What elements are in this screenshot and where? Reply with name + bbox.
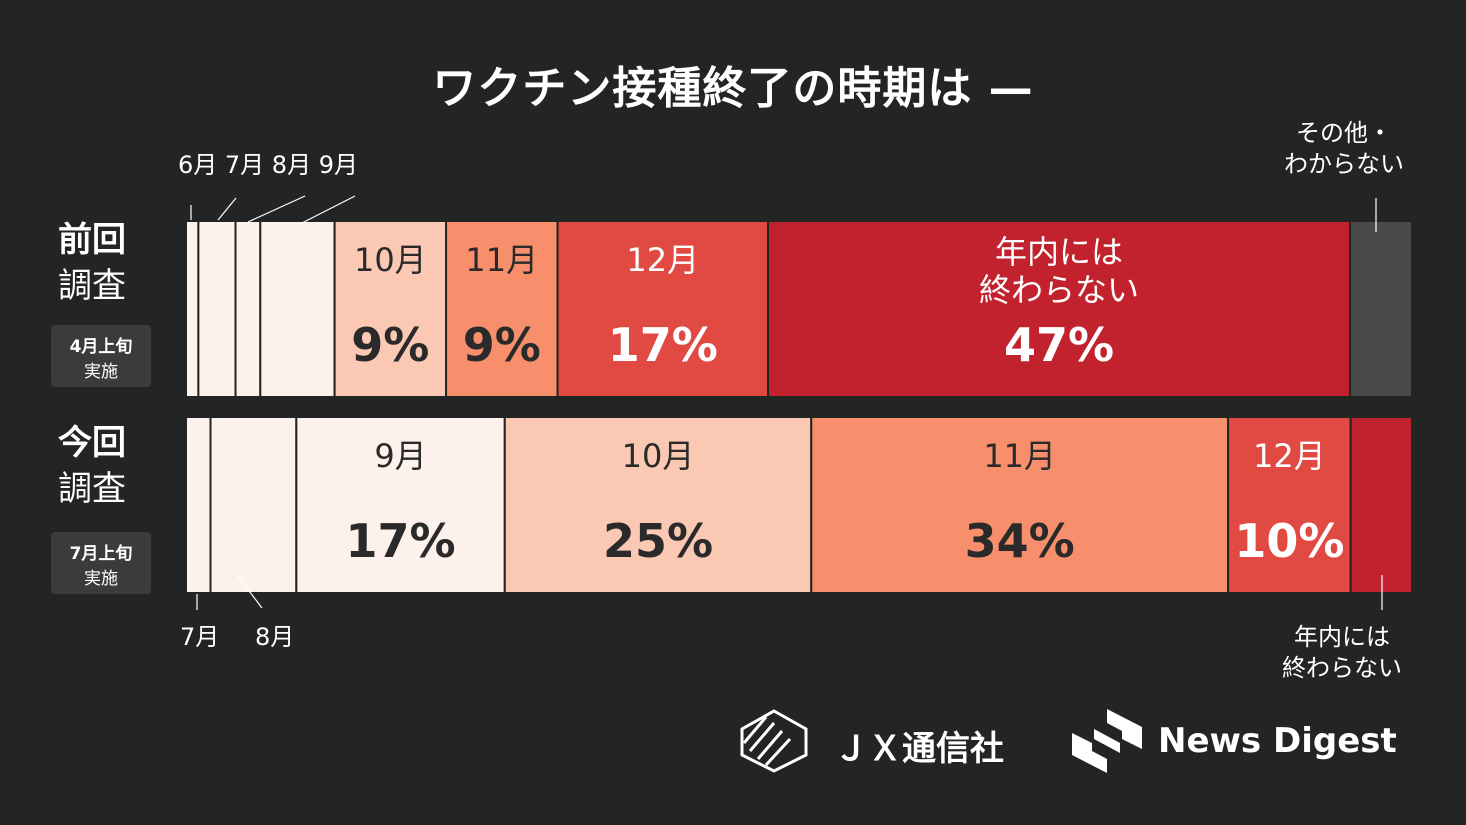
segment-value-0-5: 9%: [463, 318, 541, 372]
leader-prev-august: [247, 195, 306, 223]
bar-segment-0-1: [197, 220, 237, 398]
bar-segment-1-0: [185, 416, 212, 594]
chart-title: ワクチン接種終了の時期は —: [432, 63, 1034, 114]
leader-prev-september: [299, 195, 356, 225]
segment-value-1-2: 17%: [345, 514, 455, 568]
badge-current-date: 7月上旬 実施: [51, 532, 151, 594]
brand-newsdigest-label: News Digest: [1158, 721, 1397, 761]
bar-segment-1-2: [295, 416, 506, 594]
leader-prev-july: [217, 197, 237, 221]
segment-label-1-5: 12月: [1253, 437, 1326, 475]
bar-segment-0-2: [234, 220, 262, 398]
leader-curr-august: [236, 574, 263, 609]
bar-segment-0-5: [445, 220, 559, 398]
badge-current-line1: 7月上旬: [69, 544, 133, 564]
badge-current-line2: 実施: [84, 569, 118, 589]
row-label-previous: 前回 調査: [58, 217, 140, 309]
segment-value-1-3: 25%: [603, 514, 713, 568]
row-label-current-line2: 調査: [58, 469, 126, 509]
annotation-prev-small-months: 6月 7月 8月 9月: [178, 151, 358, 179]
annotation-curr-notyear-line2: 終わらない: [1282, 654, 1402, 682]
bar-segment-0-0: [185, 220, 200, 398]
badge-previous-line2: 実施: [84, 362, 118, 382]
bar-segment-0-6: [556, 220, 770, 398]
brand-jx: ＪＸ通信社: [738, 705, 1028, 785]
brand-newsdigest: News Digest: [1072, 705, 1414, 785]
row-label-previous-line1: 前回: [58, 220, 126, 260]
segment-label-0-5: 11月: [465, 241, 538, 279]
annotation-prev-other-line1: その他・: [1296, 119, 1392, 147]
segment-label-1-2: 9月: [374, 437, 426, 475]
bar-segment-1-5: [1227, 416, 1352, 594]
brand-jx-label: ＪＸ通信社: [834, 729, 1004, 769]
segment-label-1-4: 11月: [983, 437, 1056, 475]
bar-segment-0-8: [1349, 220, 1414, 398]
jx-logo-icon: [740, 709, 808, 773]
segment-value-0-7: 47%: [1004, 318, 1114, 372]
bar-segment-0-4: [333, 220, 448, 398]
bar-segment-1-4: [810, 416, 1230, 594]
annotation-curr-notyear-line1: 年内には: [1294, 623, 1390, 651]
segment-label-0-6: 12月: [626, 241, 699, 279]
bar-segment-1-1: [209, 416, 298, 594]
bar-segment-0-7: [767, 220, 1352, 398]
segment-label-1-3: 10月: [622, 437, 695, 475]
badge-previous-date: 4月上旬 実施: [51, 325, 151, 387]
annotation-prev-other-line2: わからない: [1284, 150, 1404, 178]
segment-label-0-4: 10月: [354, 241, 427, 279]
bar-segment-0-3: [259, 220, 336, 398]
row-label-current: 今回 調査: [58, 420, 140, 512]
row-label-previous-line2: 調査: [58, 266, 126, 306]
row-label-current-line1: 今回: [58, 423, 126, 463]
bar-segment-1-6: [1349, 416, 1413, 594]
newsdigest-logo-icon: [1072, 709, 1142, 773]
segment-value-1-4: 34%: [965, 514, 1075, 568]
annotation-curr-july: 7月: [180, 623, 220, 651]
segment-value-0-4: 9%: [351, 318, 429, 372]
segment-label-0-7: 年内には: [995, 233, 1123, 271]
annotation-curr-notyear: 年内には 終わらない: [1268, 622, 1416, 684]
segment-value-0-6: 17%: [608, 318, 718, 372]
annotation-prev-other: その他・ わからない: [1270, 118, 1418, 180]
annotation-curr-august: 8月: [255, 623, 295, 651]
bar-segment-1-3: [503, 416, 813, 594]
segment-value-1-5: 10%: [1234, 514, 1344, 568]
badge-previous-line1: 4月上旬: [69, 337, 133, 357]
segment-label-0-7: 終わらない: [979, 271, 1139, 309]
